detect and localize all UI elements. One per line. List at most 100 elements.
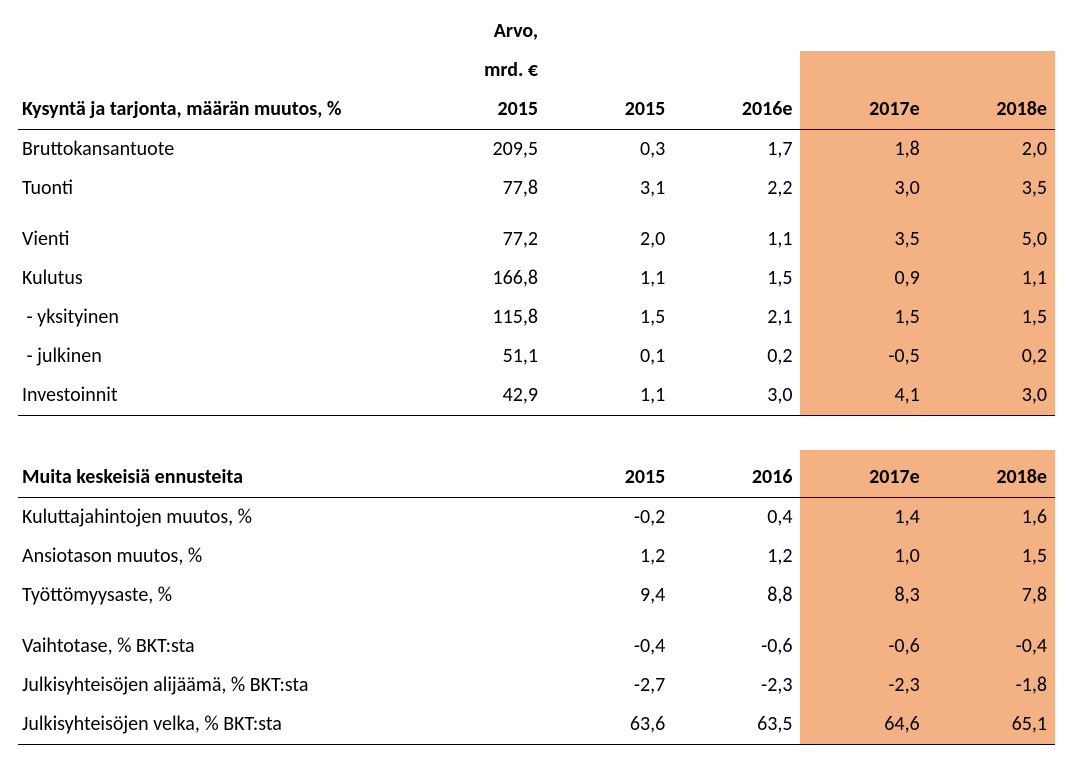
- cell-value: 9,4: [546, 576, 673, 615]
- cell-value: 0,1: [546, 337, 673, 376]
- cell-value: -0,6: [673, 627, 800, 666]
- col-header: 2017e: [800, 458, 927, 498]
- cell-value: 0,2: [673, 337, 800, 376]
- spacer: [928, 416, 1055, 451]
- row-label: [18, 208, 419, 220]
- cell-value: -0,4: [546, 627, 673, 666]
- cell-value: [800, 615, 927, 627]
- blank: [928, 51, 1055, 90]
- cell-value: 77,8: [419, 169, 546, 208]
- blank: [673, 12, 800, 51]
- cell-value: 1,0: [800, 537, 927, 576]
- cell-value: [546, 615, 673, 627]
- cell-value: 1,6: [928, 498, 1055, 538]
- spacer: [546, 416, 673, 451]
- cell-value: -1,8: [928, 666, 1055, 705]
- spacer: [419, 450, 546, 458]
- cell-value: 2,1: [673, 298, 800, 337]
- cell-value: 0,2: [928, 337, 1055, 376]
- top-header-line1: Arvo,: [419, 12, 546, 51]
- cell-value: -0,6: [800, 627, 927, 666]
- cell-value: [928, 615, 1055, 627]
- spacer: [800, 416, 927, 451]
- cell-value: 3,0: [928, 376, 1055, 416]
- cell-value: 7,8: [928, 576, 1055, 615]
- cell-value: 4,1: [800, 376, 927, 416]
- section-title: Kysyntä ja tarjonta, määrän muutos, %: [18, 90, 419, 130]
- spacer: [18, 450, 419, 458]
- col-header: [419, 458, 546, 498]
- cell-value: 2,0: [928, 130, 1055, 170]
- cell-value: 115,8: [419, 298, 546, 337]
- spacer: [419, 416, 546, 451]
- cell-value: -2,3: [673, 666, 800, 705]
- cell-value: 1,8: [800, 130, 927, 170]
- row-label: - yksityinen: [18, 298, 419, 337]
- cell-value: [800, 208, 927, 220]
- col-header: 2015: [419, 90, 546, 130]
- cell-value: [419, 537, 546, 576]
- blank: [928, 12, 1055, 51]
- blank: [800, 12, 927, 51]
- row-label: Työttömyysaste, %: [18, 576, 419, 615]
- row-label: Vaihtotase, % BKT:sta: [18, 627, 419, 666]
- cell-value: 3,5: [800, 220, 927, 259]
- col-header: 2018e: [928, 90, 1055, 130]
- col-header: 2015: [546, 90, 673, 130]
- row-label: Vienti: [18, 220, 419, 259]
- cell-value: 77,2: [419, 220, 546, 259]
- row-label: Tuonti: [18, 169, 419, 208]
- row-label: Bruttokansantuote: [18, 130, 419, 170]
- cell-value: 209,5: [419, 130, 546, 170]
- blank: [546, 51, 673, 90]
- cell-value: 63,5: [673, 705, 800, 745]
- spacer: [18, 416, 419, 451]
- cell-value: -0,2: [546, 498, 673, 538]
- cell-value: 65,1: [928, 705, 1055, 745]
- cell-value: [673, 615, 800, 627]
- cell-value: -2,3: [800, 666, 927, 705]
- cell-value: 1,5: [800, 298, 927, 337]
- cell-value: [419, 705, 546, 745]
- cell-value: 1,1: [546, 376, 673, 416]
- cell-value: [673, 208, 800, 220]
- row-label: Investoinnit: [18, 376, 419, 416]
- cell-value: 1,5: [673, 259, 800, 298]
- forecast-table: Arvo,mrd. €Kysyntä ja tarjonta, määrän m…: [18, 12, 1055, 745]
- row-label: - julkinen: [18, 337, 419, 376]
- blank: [18, 12, 419, 51]
- spacer: [546, 450, 673, 458]
- cell-value: [928, 208, 1055, 220]
- cell-value: 3,5: [928, 169, 1055, 208]
- col-header: 2018e: [928, 458, 1055, 498]
- cell-value: 1,7: [673, 130, 800, 170]
- cell-value: 2,2: [673, 169, 800, 208]
- cell-value: 3,0: [800, 169, 927, 208]
- cell-value: 63,6: [546, 705, 673, 745]
- cell-value: 1,1: [546, 259, 673, 298]
- cell-value: -2,7: [546, 666, 673, 705]
- row-label: Julkisyhteisöjen alijäämä, % BKT:sta: [18, 666, 419, 705]
- top-header-line2: mrd. €: [419, 51, 546, 90]
- cell-value: 1,2: [673, 537, 800, 576]
- cell-value: -0,5: [800, 337, 927, 376]
- row-label: Kulutus: [18, 259, 419, 298]
- table-container: Arvo,mrd. €Kysyntä ja tarjonta, määrän m…: [18, 12, 1055, 745]
- cell-value: 1,1: [928, 259, 1055, 298]
- cell-value: [419, 498, 546, 538]
- blank: [673, 51, 800, 90]
- blank: [800, 51, 927, 90]
- row-label: Julkisyhteisöjen velka, % BKT:sta: [18, 705, 419, 745]
- cell-value: 8,3: [800, 576, 927, 615]
- col-header: 2015: [546, 458, 673, 498]
- cell-value: -0,4: [928, 627, 1055, 666]
- blank: [18, 51, 419, 90]
- section-title: Muita keskeisiä ennusteita: [18, 458, 419, 498]
- row-label: Ansiotason muutos, %: [18, 537, 419, 576]
- cell-value: [419, 576, 546, 615]
- row-label: [18, 615, 419, 627]
- cell-value: 0,3: [546, 130, 673, 170]
- cell-value: [546, 208, 673, 220]
- cell-value: 1,5: [546, 298, 673, 337]
- cell-value: [419, 666, 546, 705]
